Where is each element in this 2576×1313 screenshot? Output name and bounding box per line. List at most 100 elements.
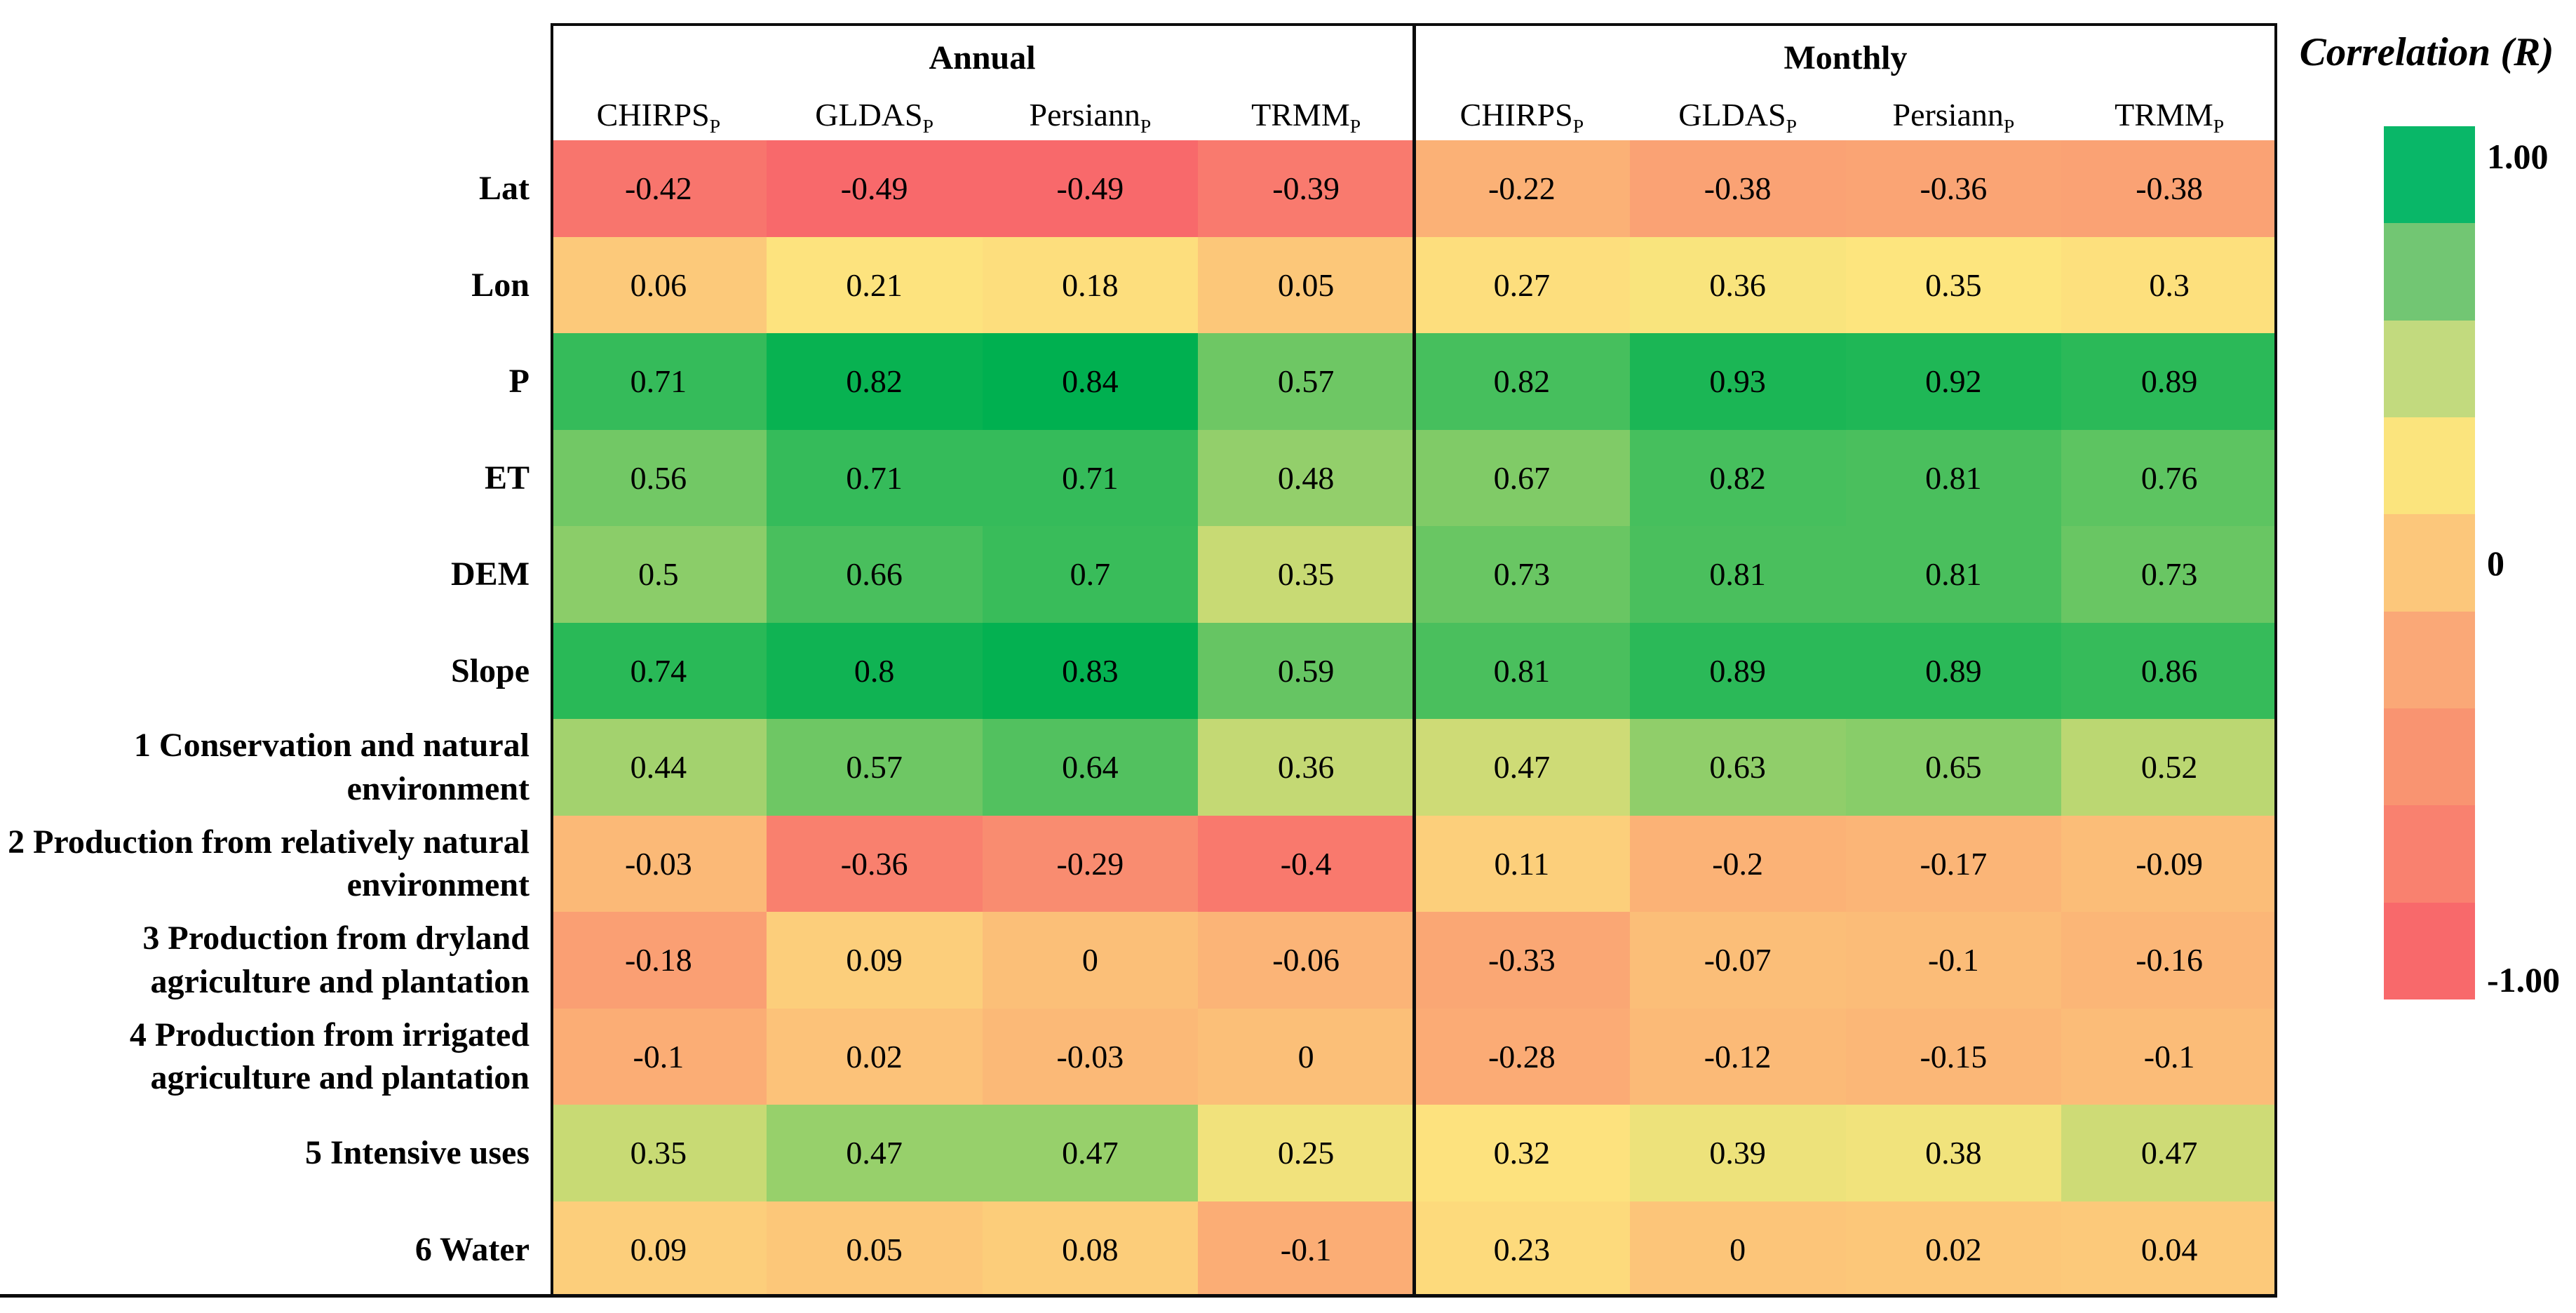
heat-cell: 0.09 xyxy=(766,912,983,1009)
column-labels-row: CHIRPSP GLDASP PersiannP TRMMP xyxy=(1414,96,2277,137)
heat-cell: 0.89 xyxy=(2061,333,2277,430)
row-label: 2 Production from relatively natural env… xyxy=(0,815,551,912)
heat-cell: 0.05 xyxy=(766,1201,983,1298)
heat-cell: 0.09 xyxy=(551,1201,767,1298)
colorbar-max-label: 1.00 xyxy=(2487,137,2549,176)
heat-cell: 0.44 xyxy=(551,719,767,816)
heat-cell: -0.38 xyxy=(1629,140,1846,237)
heat-cell: 0.89 xyxy=(1845,622,2062,719)
heat-cell: 0.81 xyxy=(1414,622,1630,719)
column-header: TRMMP xyxy=(1251,97,1361,137)
heat-cell: -0.03 xyxy=(551,815,767,912)
row-label: P xyxy=(0,333,551,430)
group-header-monthly: Monthly CHIRPSP GLDASP PersiannP TRMMP xyxy=(1414,23,2277,140)
heat-cell: -0.17 xyxy=(1845,815,2062,912)
heat-cell: 0.81 xyxy=(1629,526,1846,623)
heat-cell: 0.47 xyxy=(2061,1105,2277,1201)
heat-cell: 0.65 xyxy=(1845,719,2062,816)
colorbar-block xyxy=(2384,223,2475,321)
heat-cell: 0.39 xyxy=(1629,1105,1846,1201)
heat-cell: -0.15 xyxy=(1845,1008,2062,1105)
heat-cell: 0.76 xyxy=(2061,429,2277,526)
heat-cell: -0.49 xyxy=(982,140,1199,237)
heat-cell: -0.29 xyxy=(982,815,1199,912)
heat-cell: -0.28 xyxy=(1414,1008,1630,1105)
heat-cell: 0.11 xyxy=(1414,815,1630,912)
heat-cell: 0.71 xyxy=(766,429,983,526)
colorbar-block xyxy=(2384,708,2475,806)
heat-cell: -0.03 xyxy=(982,1008,1199,1105)
row-label: Lat xyxy=(0,140,551,237)
heat-cell: -0.22 xyxy=(1414,140,1630,237)
heat-cell: 0.66 xyxy=(766,526,983,623)
colorbar-min-label: -1.00 xyxy=(2487,960,2561,999)
colorbar xyxy=(2384,126,2475,999)
heat-cell: -0.42 xyxy=(551,140,767,237)
heat-cell: -0.1 xyxy=(1845,912,2062,1009)
heat-cell: 0.86 xyxy=(2061,622,2277,719)
heat-cell: 0.82 xyxy=(1414,333,1630,430)
row-label: 1 Conservation and natural environment xyxy=(0,719,551,816)
heat-cell: 0.74 xyxy=(551,622,767,719)
heat-cell: 0.73 xyxy=(2061,526,2277,623)
heat-cell: 0.57 xyxy=(1198,333,1414,430)
heat-cell: 0.3 xyxy=(2061,236,2277,333)
heat-cell: -0.33 xyxy=(1414,912,1630,1009)
heat-cell: -0.18 xyxy=(551,912,767,1009)
heat-cell: 0.64 xyxy=(982,719,1199,816)
heat-cell: -0.1 xyxy=(1198,1201,1414,1298)
heat-cell: 0.36 xyxy=(1198,719,1414,816)
heat-cell: 0.18 xyxy=(982,236,1199,333)
row-label: Lon xyxy=(0,236,551,333)
group-header-annual: Annual CHIRPSP GLDASP PersiannP TRMMP xyxy=(551,23,1414,140)
column-header: PersiannP xyxy=(1029,97,1152,137)
heat-cell: 0.36 xyxy=(1629,236,1846,333)
heat-cell: 0 xyxy=(982,912,1199,1009)
heat-cell: 0.82 xyxy=(1629,429,1846,526)
row-label: 5 Intensive uses xyxy=(0,1105,551,1201)
heat-cell: 0.05 xyxy=(1198,236,1414,333)
heat-cell: -0.09 xyxy=(2061,815,2277,912)
colorbar-block xyxy=(2384,611,2475,708)
column-header: CHIRPSP xyxy=(596,97,721,137)
heat-cell: 0 xyxy=(1629,1201,1846,1298)
heat-cell: 0.83 xyxy=(982,622,1199,719)
heat-cell: -0.2 xyxy=(1629,815,1846,912)
heat-cell: 0.71 xyxy=(551,333,767,430)
heat-cell: 0.35 xyxy=(1198,526,1414,623)
bottom-border-line xyxy=(0,1294,2277,1298)
heat-cell: -0.12 xyxy=(1629,1008,1846,1105)
heat-cell: 0.81 xyxy=(1845,526,2062,623)
heat-cell: -0.36 xyxy=(1845,140,2062,237)
heat-cell: 0.89 xyxy=(1629,622,1846,719)
heat-cell: 0.57 xyxy=(766,719,983,816)
column-header: GLDASP xyxy=(815,97,933,137)
heat-cell: -0.07 xyxy=(1629,912,1846,1009)
heat-cell: -0.06 xyxy=(1198,912,1414,1009)
heat-cell: 0.08 xyxy=(982,1201,1199,1298)
column-header: TRMMP xyxy=(2115,97,2225,137)
colorbar-block xyxy=(2384,805,2475,903)
heat-cell: 0.06 xyxy=(551,236,767,333)
header-corner xyxy=(0,23,551,140)
heat-cell: -0.16 xyxy=(2061,912,2277,1009)
heat-cell: 0.47 xyxy=(766,1105,983,1201)
heat-cell: 0.82 xyxy=(766,333,983,430)
row-label: 4 Production from irrigated agriculture … xyxy=(0,1008,551,1105)
row-label: Slope xyxy=(0,622,551,719)
heat-cell: 0.7 xyxy=(982,526,1199,623)
row-label: 6 Water xyxy=(0,1201,551,1298)
row-label: ET xyxy=(0,429,551,526)
heat-cell: 0.23 xyxy=(1414,1201,1630,1298)
heat-cell: 0.21 xyxy=(766,236,983,333)
heat-cell: 0.02 xyxy=(766,1008,983,1105)
heat-cell: -0.49 xyxy=(766,140,983,237)
column-labels-row: CHIRPSP GLDASP PersiannP TRMMP xyxy=(551,96,1414,137)
colorbar-zero-label: 0 xyxy=(2487,544,2504,583)
heat-cell: 0.52 xyxy=(2061,719,2277,816)
heat-cell: 0.5 xyxy=(551,526,767,623)
row-label: 3 Production from dryland agriculture an… xyxy=(0,912,551,1009)
heat-cell: 0.47 xyxy=(982,1105,1199,1201)
heat-cell: 0.27 xyxy=(1414,236,1630,333)
